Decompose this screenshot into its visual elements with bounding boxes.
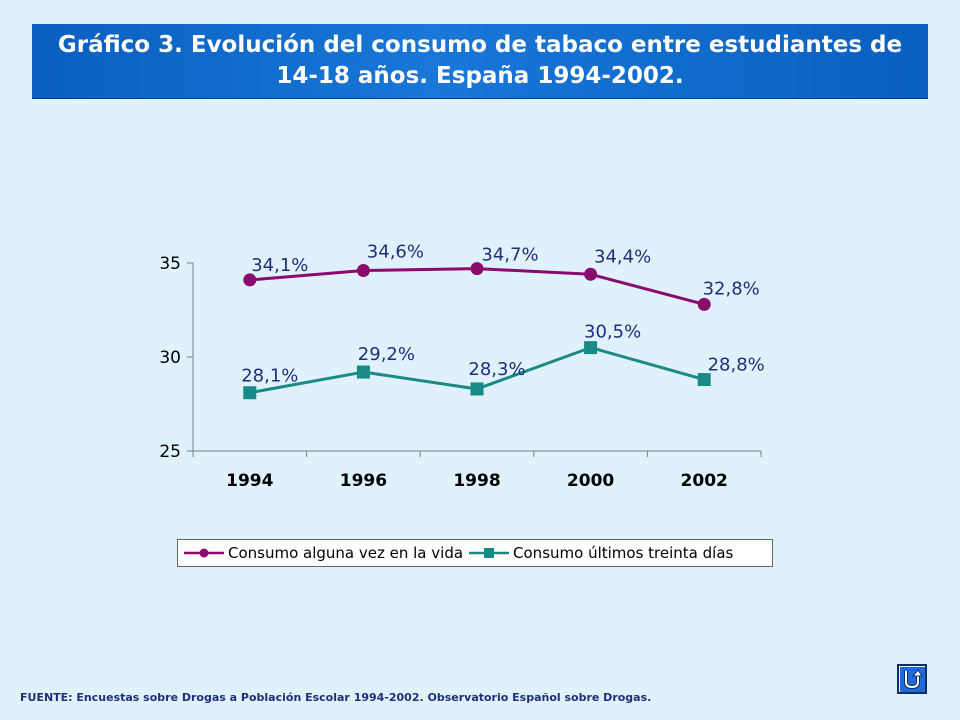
data-label: 30,5% xyxy=(584,322,641,343)
x-tick-label: 1996 xyxy=(340,471,387,491)
chart-title-line-2: 14-18 años. España 1994-2002. xyxy=(276,63,684,89)
legend-swatch-last30 xyxy=(469,548,510,558)
source-note: FUENTE: Encuestas sobre Drogas a Poblaci… xyxy=(20,691,652,704)
chart-data-labels: 34,1% 34,6% 34,7% 34,4% 32,8% 28,1% 29,2% 28,3%… xyxy=(241,242,765,387)
data-label: 34,4% xyxy=(594,246,651,267)
data-label: 34,7% xyxy=(481,245,538,266)
legend-entry-last30: Consumo últimos treinta días xyxy=(469,544,733,562)
data-label: 34,1% xyxy=(251,255,308,276)
data-label: 28,3% xyxy=(468,359,525,380)
chart-title-line-1: Gráfico 3. Evolución del consumo de taba… xyxy=(57,32,903,58)
data-point xyxy=(584,341,598,355)
y-tick-label: 25 xyxy=(159,442,181,462)
data-point xyxy=(470,382,484,396)
chart-title: Gráfico 3. Evolución del consumo de taba… xyxy=(32,24,928,98)
data-label: 29,2% xyxy=(358,344,415,365)
data-point xyxy=(356,365,370,379)
data-label: 32,8% xyxy=(703,278,760,299)
data-point xyxy=(243,386,257,400)
legend-swatch-lifetime xyxy=(184,548,224,558)
legend-label-lifetime: Consumo alguna vez en la vida xyxy=(228,544,464,562)
chart-series xyxy=(243,262,711,400)
data-point xyxy=(243,273,257,287)
back-button[interactable] xyxy=(897,664,927,694)
y-tick-label: 35 xyxy=(159,254,181,274)
data-label: 28,8% xyxy=(708,355,765,376)
data-point xyxy=(470,262,484,276)
x-tick-label: 1998 xyxy=(453,471,500,491)
u-turn-icon xyxy=(904,669,923,690)
data-point xyxy=(356,264,370,278)
y-tick-label: 30 xyxy=(159,348,181,368)
legend-entry-lifetime: Consumo alguna vez en la vida xyxy=(184,544,463,562)
legend-label-last30: Consumo últimos treinta días xyxy=(513,544,734,562)
data-label: 28,1% xyxy=(241,366,298,387)
x-tick-label: 1994 xyxy=(226,471,273,491)
data-point xyxy=(697,373,711,387)
data-point xyxy=(584,267,598,281)
x-tick-label: 2000 xyxy=(567,471,614,491)
x-tick-label: 2002 xyxy=(681,471,728,491)
data-label: 34,6% xyxy=(367,242,424,263)
chart-axes: 25 30 35 1994 1996 1998 2000 2002 xyxy=(159,254,762,491)
chart-legend: Consumo alguna vez en la vida Consumo úl… xyxy=(177,539,773,567)
data-point xyxy=(697,297,711,311)
